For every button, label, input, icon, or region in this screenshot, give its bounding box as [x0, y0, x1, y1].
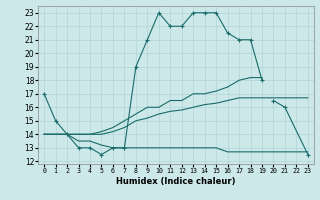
- X-axis label: Humidex (Indice chaleur): Humidex (Indice chaleur): [116, 177, 236, 186]
